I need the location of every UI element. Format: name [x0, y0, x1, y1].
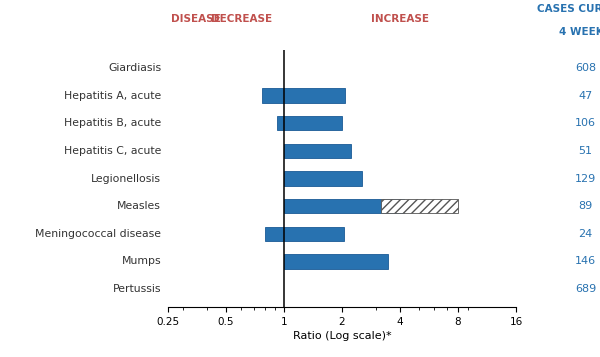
- Text: Pertussis: Pertussis: [113, 284, 161, 294]
- Text: 146: 146: [575, 256, 596, 266]
- Text: DISEASE: DISEASE: [171, 14, 221, 24]
- Text: 689: 689: [575, 284, 596, 294]
- Text: CASES CURRENT: CASES CURRENT: [537, 4, 600, 14]
- Text: 106: 106: [575, 118, 596, 128]
- Bar: [284, 144, 351, 158]
- Text: 4 WEEKS: 4 WEEKS: [559, 27, 600, 37]
- Text: Hepatitis A, acute: Hepatitis A, acute: [64, 91, 161, 101]
- Bar: [382, 199, 458, 213]
- Text: Hepatitis B, acute: Hepatitis B, acute: [64, 118, 161, 128]
- Text: INCREASE: INCREASE: [371, 14, 429, 24]
- Bar: [284, 171, 362, 186]
- Text: Mumps: Mumps: [121, 256, 161, 266]
- Text: 24: 24: [578, 229, 593, 239]
- Text: Meningococcal disease: Meningococcal disease: [35, 229, 161, 239]
- Bar: [262, 89, 345, 103]
- Text: Legionellosis: Legionellosis: [91, 174, 161, 183]
- Bar: [284, 199, 404, 213]
- Text: Hepatitis C, acute: Hepatitis C, acute: [64, 146, 161, 156]
- Text: Measles: Measles: [117, 201, 161, 211]
- Text: DECREASE: DECREASE: [211, 14, 272, 24]
- X-axis label: Ratio (Log scale)*: Ratio (Log scale)*: [293, 331, 391, 341]
- Text: 89: 89: [578, 201, 593, 211]
- Text: 47: 47: [578, 91, 593, 101]
- Text: 51: 51: [578, 146, 593, 156]
- Text: 608: 608: [575, 63, 596, 73]
- Text: 129: 129: [575, 174, 596, 183]
- Bar: [277, 116, 342, 130]
- Text: Giardiasis: Giardiasis: [108, 63, 161, 73]
- Bar: [284, 254, 388, 268]
- Bar: [265, 227, 344, 241]
